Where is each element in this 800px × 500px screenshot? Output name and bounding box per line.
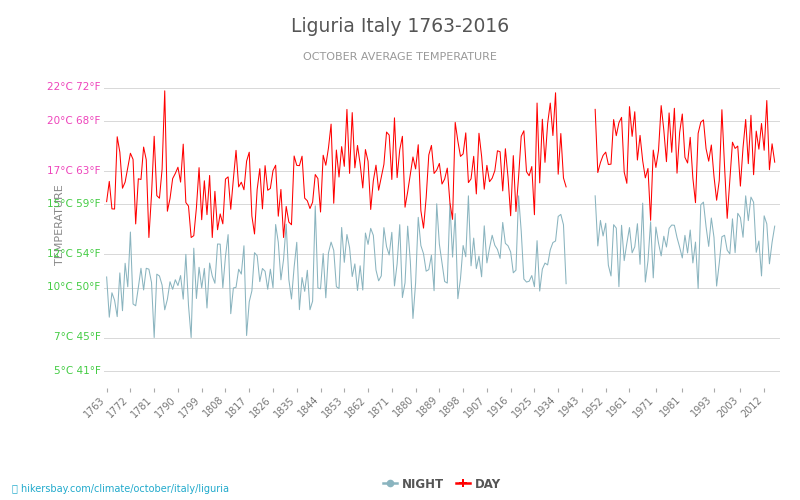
Text: OCTOBER AVERAGE TEMPERATURE: OCTOBER AVERAGE TEMPERATURE bbox=[303, 52, 497, 62]
Text: 20°C 68°F: 20°C 68°F bbox=[47, 116, 101, 126]
Text: 5°C 41°F: 5°C 41°F bbox=[54, 366, 101, 376]
Text: 15°C 59°F: 15°C 59°F bbox=[47, 199, 101, 209]
Legend: NIGHT, DAY: NIGHT, DAY bbox=[378, 473, 506, 496]
Text: 17°C 63°F: 17°C 63°F bbox=[47, 166, 101, 176]
Text: 22°C 72°F: 22°C 72°F bbox=[47, 82, 101, 92]
Text: 7°C 45°F: 7°C 45°F bbox=[54, 332, 101, 342]
Y-axis label: TEMPERATURE: TEMPERATURE bbox=[55, 184, 65, 266]
Text: 12°C 54°F: 12°C 54°F bbox=[47, 249, 101, 259]
Text: 10°C 50°F: 10°C 50°F bbox=[47, 282, 101, 292]
Text: Liguria Italy 1763-2016: Liguria Italy 1763-2016 bbox=[291, 18, 509, 36]
Text: 📍 hikersbay.com/climate/october/italy/liguria: 📍 hikersbay.com/climate/october/italy/li… bbox=[12, 484, 229, 494]
